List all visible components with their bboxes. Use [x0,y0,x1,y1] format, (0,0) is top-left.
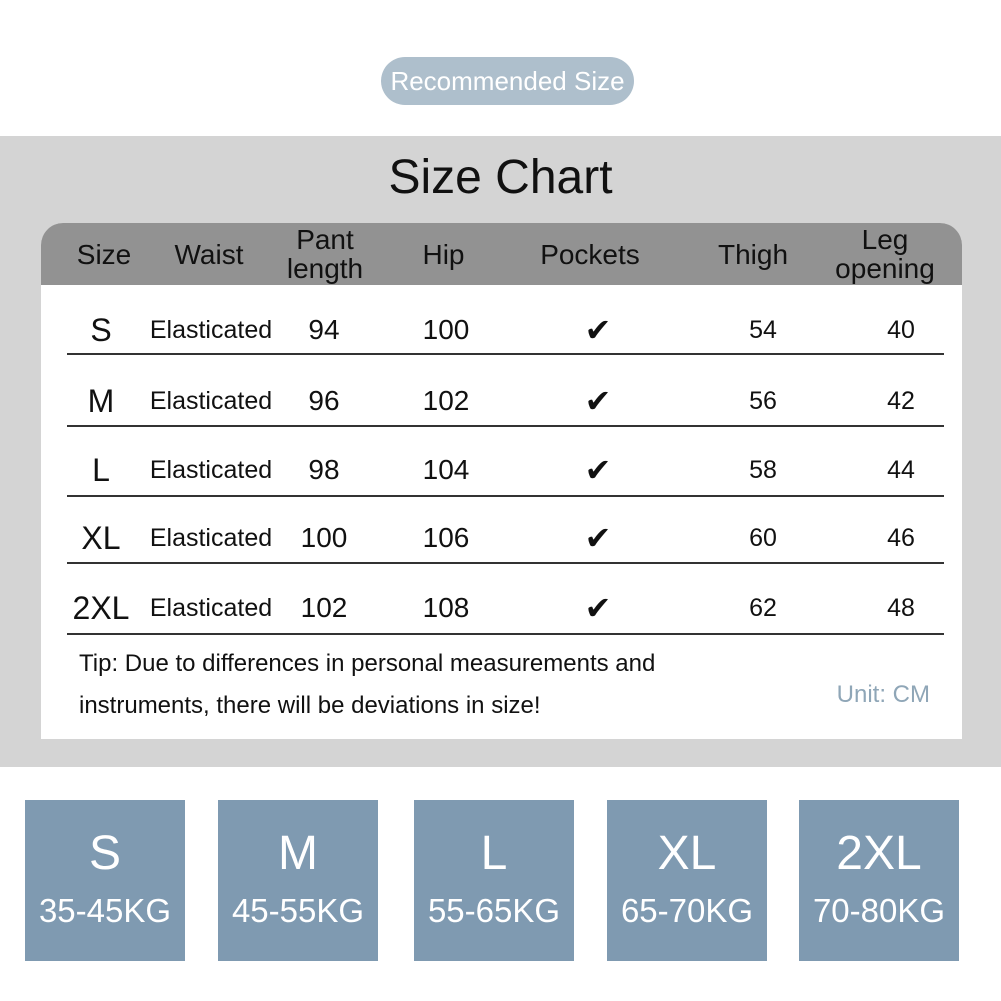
row-divider [67,562,944,564]
cell-pant-length: 100 [300,522,348,553]
size-recommendation-xl: XL 65-70KG [607,800,767,961]
recommendation-size: 2XL [836,827,922,880]
cell-waist: Elasticated [149,455,273,484]
chart-title: Size Chart [388,151,613,204]
size-recommendation-m: M 45-55KG [218,800,378,961]
cell-leg-opening: 46 [887,523,915,552]
size-recommendation-l: L 55-65KG [414,800,574,961]
checkmark-icon: ✔ [584,589,612,627]
cell-leg-opening: 44 [887,455,915,484]
recommendation-size: L [480,827,508,880]
header-thigh: Thigh [717,238,789,270]
cell-hip: 104 [422,454,470,485]
header-leg-opening: Leg opening [835,224,935,284]
cell-leg-opening: 42 [887,386,915,415]
checkmark-icon: ✔ [584,382,612,420]
row-divider [67,495,944,497]
cell-hip: 102 [422,385,470,416]
cell-size: 2XL [72,589,130,626]
cell-waist: Elasticated [149,523,273,552]
recommendation-weight: 65-70KG [620,892,754,929]
cell-size: XL [81,519,121,556]
header-size: Size [76,238,132,270]
checkmark-icon: ✔ [584,311,612,349]
cell-pant-length: 96 [308,385,340,416]
cell-waist: Elasticated [149,386,273,415]
recommendation-size: M [278,827,318,880]
cell-waist: Elasticated [149,315,273,344]
header-waist: Waist [174,238,244,270]
cell-pant-length: 98 [308,454,340,485]
recommendation-size: XL [657,827,717,880]
recommendation-weight: 35-45KG [38,892,172,929]
cell-thigh: 54 [749,315,777,344]
cell-thigh: 62 [749,593,777,622]
header-pockets: Pockets [540,238,640,270]
size-tip: Tip: Due to differences in personal meas… [79,650,656,719]
row-divider [67,425,944,427]
header-hip: Hip [422,238,465,270]
recommendation-weight: 55-65KG [427,892,561,929]
cell-pant-length: 94 [308,314,340,345]
table-row: XL Elasticated 100 106 ✔ 60 46 [41,503,962,573]
cell-hip: 108 [422,592,470,623]
cell-hip: 106 [422,522,470,553]
cell-hip: 100 [422,314,470,345]
unit-label: Unit: CM [836,681,930,708]
checkmark-icon: ✔ [584,451,612,489]
table-row: M Elasticated 96 102 ✔ 56 42 [41,366,962,436]
cell-leg-opening: 48 [887,593,915,622]
cell-thigh: 56 [749,386,777,415]
cell-leg-opening: 40 [887,315,915,344]
size-recommendation-2xl: 2XL 70-80KG [799,800,959,961]
table-row: L Elasticated 98 104 ✔ 58 44 [41,435,962,505]
size-recommendation-s: S 35-45KG [25,800,185,961]
row-divider [67,633,944,635]
table-row: 2XL Elasticated 102 108 ✔ 62 48 [41,573,962,643]
table-row: S Elasticated 94 100 ✔ 54 40 [41,295,962,365]
recommended-size-badge: Recommended Size [381,57,634,105]
cell-thigh: 60 [749,523,777,552]
cell-size: M [87,382,115,419]
cell-thigh: 58 [749,455,777,484]
cell-pant-length: 102 [300,592,348,623]
table-header: Size Waist Pant length Hip Pockets Thigh… [41,223,962,285]
cell-size: S [90,311,112,348]
row-divider [67,353,944,355]
recommendation-weight: 45-55KG [231,892,365,929]
size-table: Size Waist Pant length Hip Pockets Thigh… [41,223,962,739]
recommendation-weight: 70-80KG [812,892,946,929]
checkmark-icon: ✔ [584,519,612,557]
cell-waist: Elasticated [149,593,273,622]
cell-size: L [92,451,110,488]
header-pant-length: Pant length [286,224,364,284]
recommendation-size: S [88,827,121,880]
